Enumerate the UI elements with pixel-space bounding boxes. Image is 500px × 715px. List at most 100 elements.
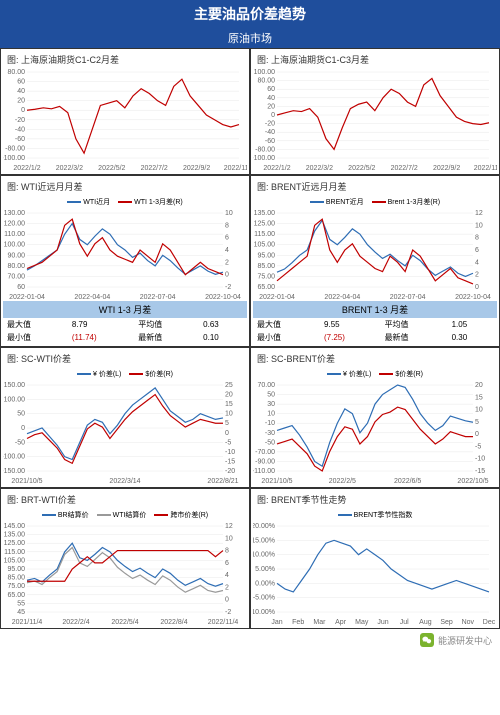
svg-text:-2: -2 xyxy=(225,609,231,616)
svg-text:70.00: 70.00 xyxy=(257,382,275,389)
svg-text:80.00: 80.00 xyxy=(7,263,25,270)
svg-text:2022/9/2: 2022/9/2 xyxy=(183,165,210,172)
svg-text:5: 5 xyxy=(475,419,479,426)
svg-text:0: 0 xyxy=(271,112,275,119)
footer: 能源研发中心 xyxy=(0,629,500,651)
svg-text:85.00: 85.00 xyxy=(7,575,25,582)
svg-text:130.00: 130.00 xyxy=(4,210,26,217)
chart-grid: 图: 上海原油期货C1-C2月差-100.00-80.00-60-40-2002… xyxy=(0,48,500,629)
stats-title: BRENT 1-3 月差 xyxy=(253,301,497,318)
svg-text:-10: -10 xyxy=(475,456,485,463)
svg-text:2: 2 xyxy=(225,259,229,266)
chart-title: 图: BRT-WTI价差 xyxy=(3,491,247,508)
chart-title: 图: BRENT近远月月差 xyxy=(253,178,497,195)
svg-text:0: 0 xyxy=(21,107,25,114)
chart-cell-brt-wti: 图: BRT-WTI价差BR结算价WTI结算价跨市价差(R)455565.007… xyxy=(0,488,250,629)
svg-text:6: 6 xyxy=(475,247,479,254)
svg-text:12: 12 xyxy=(475,210,483,217)
svg-text:2022-04-04: 2022-04-04 xyxy=(324,294,360,301)
svg-text:2021/10/5: 2021/10/5 xyxy=(261,478,292,485)
svg-text:110.00: 110.00 xyxy=(4,231,25,238)
svg-text:150.00: 150.00 xyxy=(4,382,26,389)
svg-text:2022/2/5: 2022/2/5 xyxy=(329,478,356,485)
svg-text:20: 20 xyxy=(17,98,25,105)
svg-text:20.00%: 20.00% xyxy=(253,523,275,530)
svg-text:135.00: 135.00 xyxy=(4,532,26,539)
svg-text:12: 12 xyxy=(225,523,233,530)
svg-text:2021/11/4: 2021/11/4 xyxy=(12,619,43,626)
chart-title: 图: 上海原油期货C1-C3月差 xyxy=(253,51,497,68)
svg-text:15: 15 xyxy=(225,401,233,408)
svg-text:-80.00: -80.00 xyxy=(5,145,25,152)
svg-text:-100.00: -100.00 xyxy=(3,155,25,162)
svg-text:6: 6 xyxy=(225,560,229,567)
svg-text:2022/8/4: 2022/8/4 xyxy=(160,619,187,626)
chart-legend: BR结算价WTI结算价跨市价差(R) xyxy=(3,508,247,522)
svg-text:60: 60 xyxy=(267,86,275,93)
svg-text:-60: -60 xyxy=(15,136,25,143)
dashboard: { "header": { "title": "主要油品价差趋势", "subt… xyxy=(0,0,500,651)
svg-text:0: 0 xyxy=(225,597,229,604)
chart-svg: -100.00-80.00-60-40-20020406080.002022/1… xyxy=(3,68,247,172)
svg-text:Dec: Dec xyxy=(483,619,496,626)
svg-text:85.00: 85.00 xyxy=(257,263,275,270)
svg-text:2022/10/5: 2022/10/5 xyxy=(457,478,488,485)
chart-title: 图: SC-BRENT价差 xyxy=(253,350,497,367)
svg-text:60: 60 xyxy=(17,79,25,86)
chart-title: 图: SC-WTI价差 xyxy=(3,350,247,367)
svg-text:120.00: 120.00 xyxy=(4,221,26,228)
svg-text:-110.00: -110.00 xyxy=(253,468,275,475)
svg-text:-20: -20 xyxy=(265,121,275,128)
svg-text:Jan: Jan xyxy=(271,619,282,626)
svg-text:20: 20 xyxy=(475,382,483,389)
svg-text:2022/11/2: 2022/11/2 xyxy=(474,165,497,172)
svg-text:115.00: 115.00 xyxy=(4,549,25,556)
svg-text:-15: -15 xyxy=(225,458,235,465)
svg-text:0: 0 xyxy=(225,430,229,437)
svg-text:-2: -2 xyxy=(225,284,231,291)
svg-text:10: 10 xyxy=(267,411,275,418)
svg-text:5: 5 xyxy=(225,420,229,427)
svg-text:10: 10 xyxy=(475,222,483,229)
svg-text:2022/1/2: 2022/1/2 xyxy=(263,165,290,172)
svg-text:-5: -5 xyxy=(225,439,231,446)
chart-title: 图: 上海原油期货C1-C2月差 xyxy=(3,51,247,68)
svg-text:2022-07-04: 2022-07-04 xyxy=(140,294,176,301)
svg-text:75.00: 75.00 xyxy=(257,273,275,280)
chart-cell-brent-spread: 图: BRENT近远月月差BRENT近月Brent 1-3月差(R)65.007… xyxy=(250,175,500,347)
svg-text:2022-01-04: 2022-01-04 xyxy=(259,294,295,301)
svg-text:Mar: Mar xyxy=(313,619,326,626)
chart-cell-sc-wti: 图: SC-WTI价差¥ 价差(L)$价差(R)-150.00-100.00-5… xyxy=(0,347,250,488)
svg-text:10.00%: 10.00% xyxy=(253,552,275,559)
svg-text:2022-10-04: 2022-10-04 xyxy=(455,294,491,301)
svg-text:-10: -10 xyxy=(265,420,275,427)
chart-cell-sc-c1c3: 图: 上海原油期货C1-C3月差-100.00-80.00-60-40-2002… xyxy=(250,48,500,175)
svg-text:Nov: Nov xyxy=(462,619,475,626)
chart-title: 图: WTI近远月月差 xyxy=(3,178,247,195)
svg-text:Sep: Sep xyxy=(440,619,453,626)
chart-legend: WTI近月WTI 1-3月差(R) xyxy=(3,195,247,209)
chart-cell-wti-spread: 图: WTI近远月月差WTI近月WTI 1-3月差(R)6070.0080.00… xyxy=(0,175,250,347)
svg-text:25: 25 xyxy=(225,382,233,389)
svg-text:-15: -15 xyxy=(475,468,485,475)
chart-svg: -100.00-80.00-60-40-20020406080.00100.00… xyxy=(253,68,497,172)
svg-text:2: 2 xyxy=(225,584,229,591)
svg-text:75.00: 75.00 xyxy=(7,583,25,590)
svg-text:-70.00: -70.00 xyxy=(255,449,275,456)
svg-text:125.00: 125.00 xyxy=(4,540,26,547)
svg-text:30: 30 xyxy=(267,401,275,408)
svg-text:55: 55 xyxy=(17,600,25,607)
chart-cell-sc-c1c2: 图: 上海原油期货C1-C2月差-100.00-80.00-60-40-2002… xyxy=(0,48,250,175)
svg-text:10: 10 xyxy=(225,411,233,418)
svg-text:-90.00: -90.00 xyxy=(255,458,275,465)
svg-text:2021/10/5: 2021/10/5 xyxy=(11,478,42,485)
svg-text:Aug: Aug xyxy=(419,619,432,626)
sub-title: 原油市场 xyxy=(0,28,500,48)
svg-text:Jul: Jul xyxy=(400,619,409,626)
svg-text:4: 4 xyxy=(475,259,479,266)
svg-text:65.00: 65.00 xyxy=(7,592,25,599)
chart-svg: -10.00%-5.00%0.00%5.00%10.00%15.00%20.00… xyxy=(253,522,497,626)
svg-text:125.00: 125.00 xyxy=(254,221,276,228)
svg-text:-20: -20 xyxy=(15,117,25,124)
svg-text:0: 0 xyxy=(21,425,25,432)
